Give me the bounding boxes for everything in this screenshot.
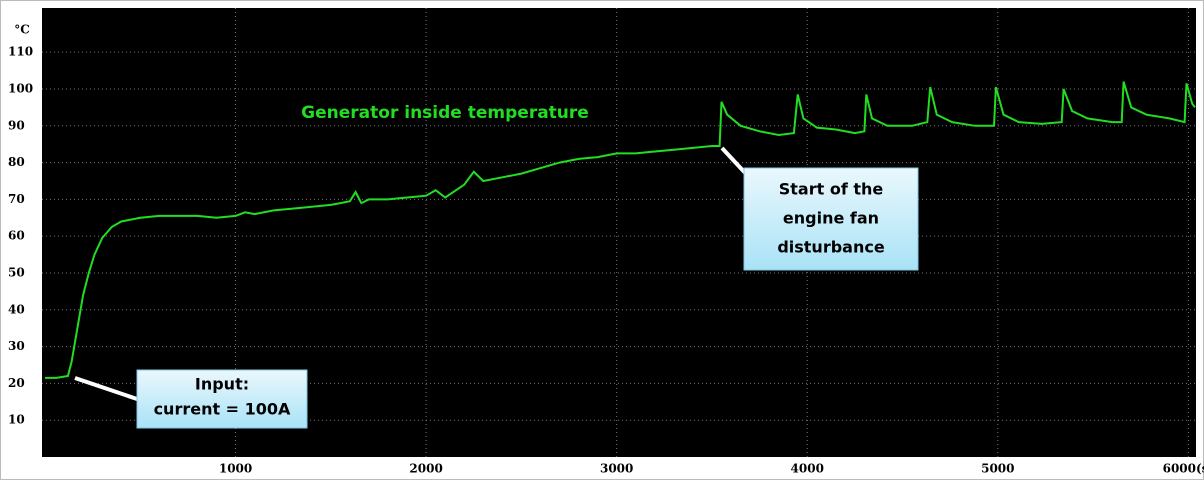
y-tick-label: 110 bbox=[8, 45, 33, 59]
x-tick-label: 1000 bbox=[219, 462, 252, 476]
y-tick-label: 100 bbox=[8, 81, 33, 95]
series-label: Generator inside temperature bbox=[301, 103, 589, 123]
y-tick-label: 40 bbox=[8, 302, 25, 316]
x-tick-label: 4000 bbox=[791, 462, 824, 476]
y-tick-label: 90 bbox=[8, 118, 25, 132]
annotation-text: engine fan bbox=[783, 209, 879, 228]
temperature-line bbox=[45, 81, 1196, 379]
y-tick-label: 60 bbox=[8, 229, 25, 243]
leader-line bbox=[74, 376, 141, 402]
x-tick-label: 2000 bbox=[409, 462, 442, 476]
y-tick-label: 50 bbox=[8, 265, 25, 279]
x-tick-label: 6000(s) bbox=[1163, 462, 1204, 476]
annotation-text: Start of the bbox=[779, 180, 884, 199]
x-tick-label: 5000 bbox=[981, 462, 1014, 476]
y-axis-label: °C bbox=[14, 23, 30, 37]
x-tick-label: 3000 bbox=[600, 462, 633, 476]
annotation-box bbox=[743, 167, 919, 271]
annotation-text: Input: bbox=[195, 375, 249, 394]
y-tick-label: 30 bbox=[8, 339, 25, 353]
y-tick-label: 20 bbox=[8, 376, 25, 390]
y-tick-label: 80 bbox=[8, 155, 25, 169]
annotation-box bbox=[136, 369, 308, 429]
annotation-text: current = 100A bbox=[154, 400, 291, 419]
y-tick-label: 10 bbox=[8, 413, 25, 427]
y-tick-label: 70 bbox=[8, 192, 25, 206]
annotation-text: disturbance bbox=[777, 238, 885, 257]
